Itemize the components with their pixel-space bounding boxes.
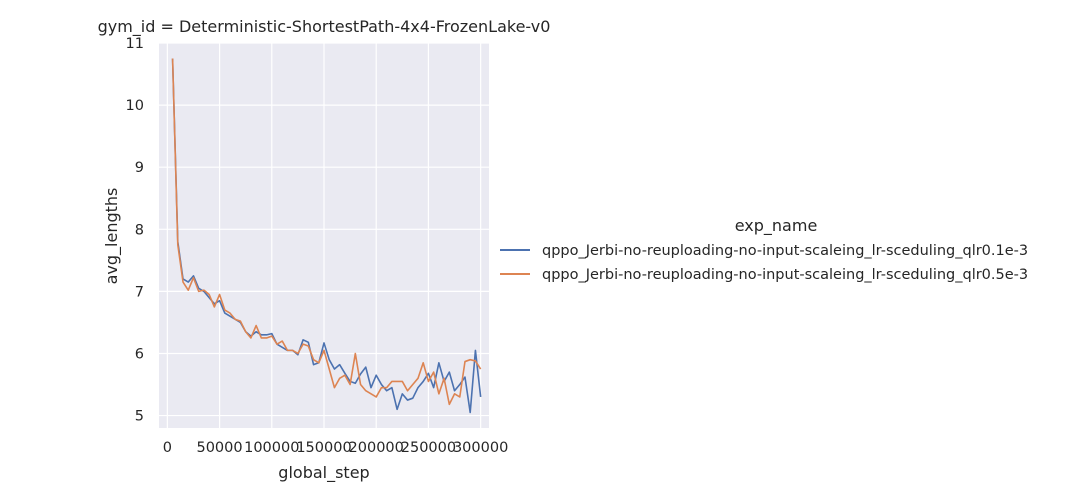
y-tick-label: 6 — [135, 346, 144, 362]
y-tick-label: 9 — [135, 160, 144, 176]
x-tick-label: 300000 — [453, 440, 508, 456]
x-axis-label: global_step — [278, 463, 369, 483]
legend-title: exp_name — [735, 216, 818, 236]
series-line-2 — [171, 58, 482, 406]
x-tick-label: 50000 — [196, 440, 242, 456]
x-tick-label: 250000 — [401, 440, 456, 456]
y-tick-label: 10 — [126, 98, 144, 114]
y-tick-labels: 5 6 7 8 9 10 11 — [126, 36, 144, 425]
legend-label-series-2: qppo_Jerbi-no-reuploading-no-input-scale… — [542, 267, 1028, 283]
y-tick-label: 8 — [135, 222, 144, 238]
y-axis-label: avg_lengths — [102, 188, 122, 285]
y-tick-label: 5 — [135, 409, 144, 425]
x-tick-label: 0 — [163, 440, 172, 456]
series-lines — [171, 58, 482, 414]
gridlines — [159, 42, 489, 428]
x-tick-label: 150000 — [296, 440, 351, 456]
y-tick-label: 11 — [126, 36, 144, 52]
x-tick-label: 100000 — [244, 440, 299, 456]
x-tick-label: 200000 — [349, 440, 404, 456]
legend-label-series-1: qppo_Jerbi-no-reuploading-no-input-scale… — [542, 243, 1028, 259]
legend: exp_name qppo_Jerbi-no-reuploading-no-in… — [500, 216, 1028, 283]
series-line-1 — [171, 58, 482, 414]
y-tick-label: 7 — [135, 284, 144, 300]
chart-title: gym_id = Deterministic-ShortestPath-4x4-… — [98, 17, 551, 37]
